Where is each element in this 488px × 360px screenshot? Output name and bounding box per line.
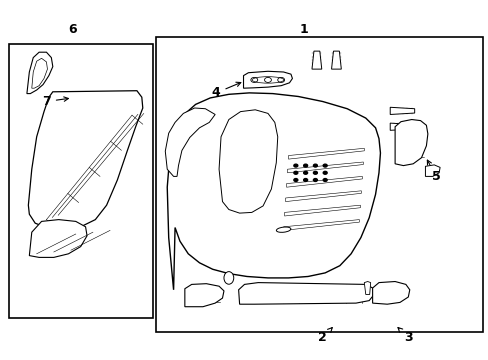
Polygon shape [167, 93, 380, 290]
Circle shape [250, 77, 257, 82]
Circle shape [264, 77, 271, 82]
Polygon shape [311, 51, 321, 69]
Circle shape [313, 179, 317, 181]
Circle shape [303, 179, 307, 181]
Circle shape [293, 179, 297, 181]
Polygon shape [425, 165, 439, 176]
Circle shape [323, 179, 326, 181]
Polygon shape [28, 91, 142, 229]
Text: 6: 6 [68, 23, 77, 36]
Polygon shape [283, 220, 359, 230]
Polygon shape [284, 205, 360, 216]
Circle shape [323, 164, 326, 167]
Polygon shape [389, 123, 414, 130]
Polygon shape [243, 71, 292, 88]
Circle shape [323, 171, 326, 174]
Polygon shape [9, 44, 153, 318]
Text: 7: 7 [42, 95, 68, 108]
Polygon shape [29, 220, 87, 257]
Polygon shape [32, 58, 47, 88]
Ellipse shape [276, 227, 290, 232]
Polygon shape [285, 191, 361, 202]
Circle shape [277, 77, 284, 82]
Polygon shape [372, 282, 409, 304]
Circle shape [293, 164, 297, 167]
Circle shape [303, 164, 307, 167]
Circle shape [313, 164, 317, 167]
Polygon shape [156, 37, 482, 332]
Text: 3: 3 [397, 328, 412, 344]
Polygon shape [27, 52, 53, 94]
Polygon shape [364, 282, 370, 294]
Polygon shape [287, 162, 363, 173]
Circle shape [293, 171, 297, 174]
Ellipse shape [224, 271, 233, 284]
Polygon shape [394, 120, 427, 166]
Text: 4: 4 [211, 82, 240, 99]
Polygon shape [184, 284, 224, 307]
Text: 2: 2 [318, 328, 331, 344]
Polygon shape [165, 108, 215, 176]
Text: 5: 5 [427, 160, 440, 183]
Polygon shape [219, 110, 277, 213]
Polygon shape [288, 148, 364, 159]
Polygon shape [238, 283, 373, 304]
Polygon shape [286, 176, 362, 187]
Circle shape [313, 171, 317, 174]
Text: 1: 1 [299, 23, 308, 36]
Circle shape [303, 171, 307, 174]
Polygon shape [389, 107, 414, 114]
Polygon shape [331, 51, 341, 69]
